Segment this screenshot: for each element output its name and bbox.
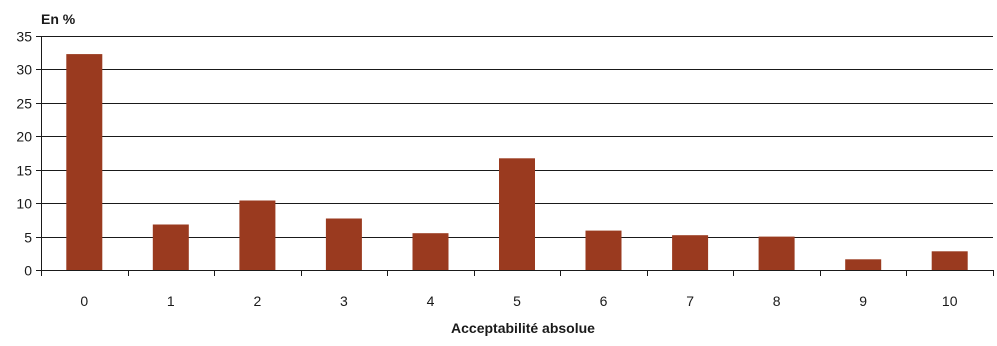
bar-7 [672, 235, 709, 270]
bar-8 [758, 236, 795, 270]
x-tick-label: 0 [80, 293, 88, 309]
x-tick-label: 5 [513, 293, 521, 309]
y-tick-label: 0 [24, 263, 32, 279]
bar-10 [931, 251, 968, 270]
x-tick-label: 8 [773, 293, 781, 309]
x-tick-label: 2 [254, 293, 262, 309]
x-tick-label: 6 [600, 293, 608, 309]
bar-9 [845, 259, 882, 270]
y-tick-label: 10 [16, 196, 32, 212]
bar-3 [325, 218, 362, 270]
y-tick-label: 5 [24, 230, 32, 246]
x-axis-title: Acceptabilité absolue [451, 320, 595, 336]
y-axis-title: En % [41, 11, 76, 27]
bar-6 [585, 230, 622, 270]
bar-5 [499, 158, 535, 270]
x-tick-label: 4 [427, 293, 435, 309]
y-tick-label: 30 [16, 62, 32, 78]
y-tick-label: 15 [16, 163, 32, 179]
bar-1 [152, 224, 189, 270]
x-tick-label: 9 [859, 293, 867, 309]
y-tick-label: 20 [16, 129, 32, 145]
y-tick-label: 25 [16, 96, 32, 112]
x-tick-label: 10 [942, 293, 958, 309]
x-tick-label: 1 [167, 293, 175, 309]
x-tick-label: 3 [340, 293, 348, 309]
bar-0 [66, 54, 103, 270]
bar-4 [412, 233, 449, 270]
y-tick-label: 35 [16, 29, 32, 45]
bar-2 [239, 200, 276, 270]
bars [66, 54, 968, 270]
axes: 0 5 10 15 20 25 30 35 0 1 2 3 4 5 6 7 8 9 10 [16, 29, 994, 309]
x-tick-label: 7 [686, 293, 694, 309]
